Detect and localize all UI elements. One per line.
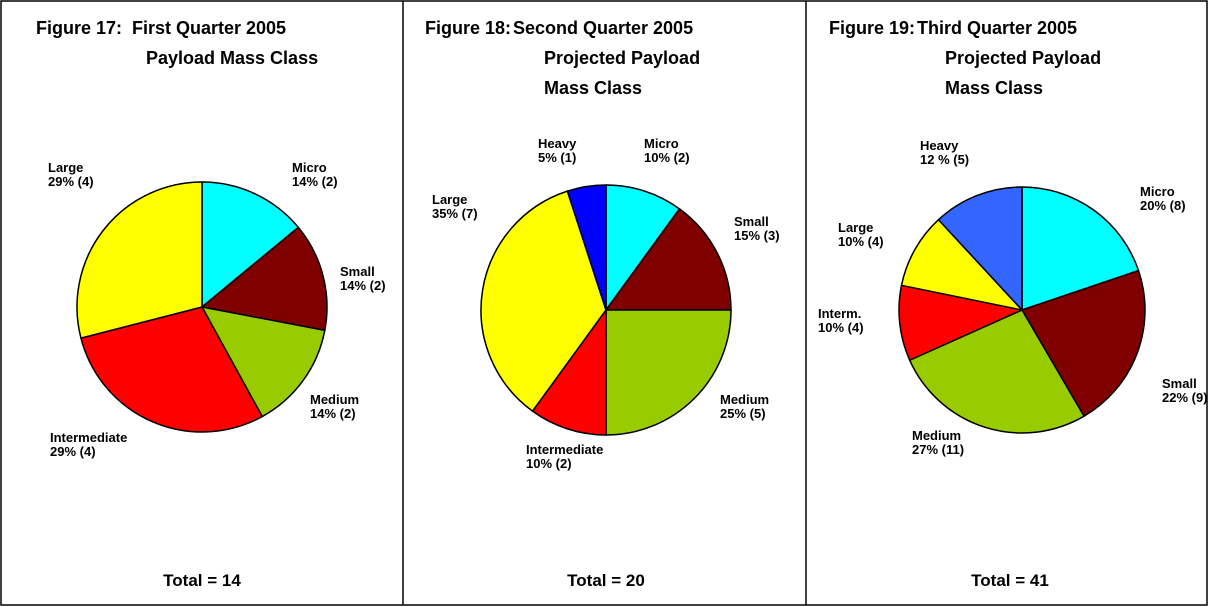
slice-value-label: 27% (11) <box>912 442 964 457</box>
slice-label: Micro <box>292 160 327 175</box>
chart-title: Second Quarter 2005 <box>513 18 693 38</box>
pie-slice <box>566 184 607 311</box>
chart-title: Mass Class <box>544 78 642 98</box>
slice-value-label: 25% (5) <box>720 406 766 421</box>
pie-slice <box>604 207 732 311</box>
slice-value-label: 10% (4) <box>838 234 884 249</box>
slice-label: Medium <box>310 392 359 407</box>
slice-value-label: 12 % (5) <box>920 152 969 167</box>
slice-value-label: 10% (4) <box>818 320 864 335</box>
slice-value-label: 14% (2) <box>292 174 338 189</box>
slice-label: Heavy <box>920 138 959 153</box>
slice-label: Medium <box>912 428 961 443</box>
slice-value-label: 22% (9) <box>1162 390 1208 405</box>
slice-label: Medium <box>720 392 769 407</box>
chart-title: Third Quarter 2005 <box>917 18 1077 38</box>
pie-slice <box>900 218 1025 312</box>
pie-slice <box>200 305 326 418</box>
slice-label: Small <box>1162 376 1197 391</box>
pie-slice <box>937 186 1023 312</box>
chart-title: Projected Payload <box>945 48 1101 68</box>
figure-number: Figure 18: <box>425 18 511 38</box>
pie-slice <box>531 307 607 436</box>
chart-title: Mass Class <box>945 78 1043 98</box>
pie-slice <box>1020 269 1146 418</box>
pie-slice <box>76 181 203 339</box>
pie-slice <box>200 226 328 332</box>
slice-label: Small <box>734 214 769 229</box>
pie-slice <box>605 309 732 436</box>
slice-label: Interm. <box>818 306 861 321</box>
slice-label: Intermediate <box>526 442 603 457</box>
figure-number: Figure 17: <box>36 18 122 38</box>
slice-value-label: 10% (2) <box>526 456 572 471</box>
slice-value-label: 14% (2) <box>340 278 386 293</box>
chart-title: Payload Mass Class <box>146 48 318 68</box>
pie-slice <box>1021 186 1140 312</box>
slice-value-label: 29% (4) <box>48 174 94 189</box>
total-label: Total = 14 <box>163 571 241 590</box>
slice-value-label: 29% (4) <box>50 444 96 459</box>
figure-number: Figure 19: <box>829 18 915 38</box>
slice-label: Intermediate <box>50 430 127 445</box>
slice-label: Small <box>340 264 375 279</box>
pie-slice <box>480 190 607 413</box>
chart-title: Projected Payload <box>544 48 700 68</box>
slice-value-label: 35% (7) <box>432 206 478 221</box>
total-label: Total = 20 <box>567 571 645 590</box>
slice-label: Large <box>48 160 83 175</box>
slice-value-label: 10% (2) <box>644 150 690 165</box>
pie-slice <box>201 181 300 309</box>
slice-label: Micro <box>1140 184 1175 199</box>
total-label: Total = 41 <box>971 571 1049 590</box>
chart-title: First Quarter 2005 <box>132 18 286 38</box>
slice-label: Large <box>838 220 873 235</box>
slice-value-label: 14% (2) <box>310 406 356 421</box>
slice-value-label: 15% (3) <box>734 228 780 243</box>
slice-value-label: 20% (8) <box>1140 198 1186 213</box>
pie-slice <box>605 184 681 313</box>
slice-value-label: 5% (1) <box>538 150 576 165</box>
pie-slice <box>80 306 264 433</box>
slice-label: Large <box>432 192 467 207</box>
slice-label: Heavy <box>538 136 577 151</box>
slice-label: Micro <box>644 136 679 151</box>
